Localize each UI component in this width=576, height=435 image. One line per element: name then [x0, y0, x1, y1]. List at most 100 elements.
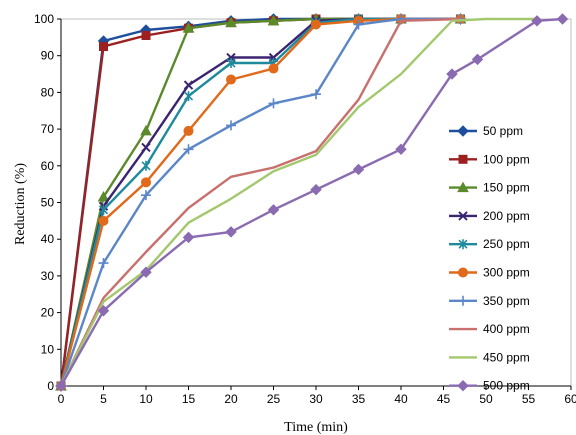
- data-point: [395, 143, 407, 155]
- x-tick-label: 20: [224, 392, 238, 406]
- data-point: [226, 58, 236, 69]
- legend-entry: 200 ppm: [449, 209, 530, 223]
- data-point: [458, 295, 468, 306]
- x-tick-label: 35: [352, 392, 366, 406]
- data-point: [98, 204, 109, 215]
- data-point: [98, 215, 109, 226]
- data-point: [226, 120, 236, 131]
- legend-entry: 50 ppm: [449, 124, 523, 138]
- data-point: [457, 125, 469, 137]
- data-point: [531, 15, 543, 27]
- x-tick-label: 50: [479, 392, 493, 406]
- legend-label: 450 ppm: [483, 350, 530, 364]
- legend-entry: 150 ppm: [449, 181, 530, 195]
- legend-label: 300 ppm: [483, 266, 530, 280]
- y-tick-label: 20: [41, 306, 55, 320]
- data-point: [226, 74, 236, 85]
- data-point: [352, 163, 365, 176]
- series-line: [59, 17, 461, 387]
- data-point: [268, 63, 279, 74]
- data-point: [97, 305, 110, 317]
- y-tick-label: 60: [41, 159, 55, 173]
- data-point: [310, 183, 322, 196]
- x-tick-label: 25: [267, 392, 281, 406]
- x-tick-label: 5: [100, 392, 107, 406]
- x-axis-title: Time (min): [284, 420, 348, 435]
- legend-entry: 100 ppm: [449, 152, 530, 166]
- series-line: [59, 17, 461, 387]
- legend-label: 250 ppm: [483, 237, 530, 251]
- x-tick-label: 10: [139, 392, 153, 406]
- data-point: [182, 22, 195, 33]
- data-point: [457, 181, 469, 193]
- data-point: [267, 204, 280, 216]
- y-tick-label: 70: [41, 122, 55, 136]
- legend-entry: 250 ppm: [449, 237, 530, 251]
- x-tick-label: 55: [522, 392, 536, 406]
- legend-label: 350 ppm: [483, 294, 530, 308]
- data-point: [446, 68, 458, 80]
- data-point: [458, 154, 468, 164]
- legend-entry: 450 ppm: [449, 350, 530, 364]
- x-tick-label: 60: [564, 392, 576, 406]
- data-point: [141, 160, 151, 171]
- legend-entry: 350 ppm: [449, 294, 530, 308]
- data-point: [353, 19, 364, 30]
- data-point: [267, 14, 280, 26]
- y-tick-label: 90: [41, 49, 55, 63]
- data-point: [141, 177, 151, 188]
- series-line: [59, 17, 537, 387]
- series-450-ppm: [59, 17, 537, 387]
- data-point: [183, 144, 194, 155]
- x-tick-label: 30: [309, 392, 323, 406]
- series-line: [59, 17, 461, 387]
- data-point: [183, 91, 194, 102]
- data-point: [225, 16, 237, 28]
- y-tick-label: 30: [41, 269, 55, 283]
- x-tick-label: 40: [394, 392, 408, 406]
- y-tick-label: 10: [41, 342, 55, 356]
- axes: 0 10 20 30 40 50 60 70 80 90 100 0 5 10 15 20 25 30 35 40 45…: [34, 12, 576, 406]
- data-point: [268, 98, 279, 109]
- y-tick-label: 80: [41, 85, 55, 99]
- data-point: [311, 89, 321, 100]
- data-point: [458, 211, 468, 221]
- x-tick-label: 0: [58, 392, 65, 406]
- data-point: [141, 190, 151, 201]
- data-point: [97, 190, 110, 202]
- series-layer: [55, 12, 569, 392]
- data-point: [140, 266, 152, 278]
- legend-entry: 500 ppm: [449, 379, 530, 393]
- x-tick-label: 15: [182, 392, 196, 406]
- data-point: [183, 125, 194, 136]
- legend-entry: 300 ppm: [449, 266, 530, 280]
- series-400-ppm: [59, 17, 461, 387]
- data-point: [140, 124, 152, 136]
- data-point: [141, 31, 151, 41]
- y-tick-label: 40: [41, 232, 55, 246]
- series-500-ppm: [55, 13, 569, 392]
- data-point: [458, 267, 468, 278]
- data-point: [183, 80, 194, 90]
- legend-entry: 400 ppm: [449, 322, 530, 336]
- data-point: [556, 13, 569, 25]
- data-point: [225, 226, 237, 238]
- data-point: [311, 19, 321, 30]
- legend-label: 150 ppm: [483, 181, 530, 195]
- y-axis-title: Reduction (%): [13, 163, 28, 245]
- y-tick-label: 100: [34, 12, 54, 26]
- data-point: [458, 239, 468, 250]
- legend-label: 200 ppm: [483, 209, 530, 223]
- legend-label: 100 ppm: [483, 152, 530, 166]
- legend-label: 400 ppm: [483, 322, 530, 336]
- y-tick-label: 50: [41, 196, 55, 210]
- data-point: [55, 380, 67, 392]
- legend-label: 50 ppm: [483, 124, 523, 138]
- x-tick-label: 45: [437, 392, 451, 406]
- data-point: [182, 231, 195, 244]
- data-point: [471, 53, 484, 66]
- legend-label: 500 ppm: [483, 379, 530, 393]
- data-point: [98, 258, 109, 269]
